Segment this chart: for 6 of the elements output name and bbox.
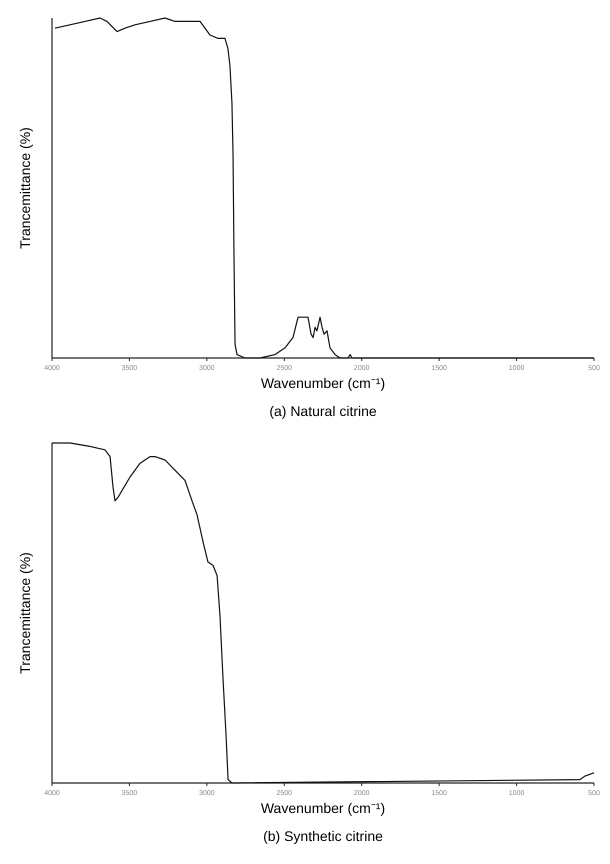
y-axis-title: Trancemittance (%) (17, 127, 33, 249)
x-axis-title: Wavenumber (cm⁻¹) (260, 800, 386, 816)
y-axis-title: Trancemittance (%) (17, 552, 33, 674)
text: (b) Synthetic citrine (263, 828, 384, 844)
text: (a) Natural citrine (269, 403, 377, 419)
x-axis-title: Wavenumber (cm⁻¹) (260, 375, 386, 391)
